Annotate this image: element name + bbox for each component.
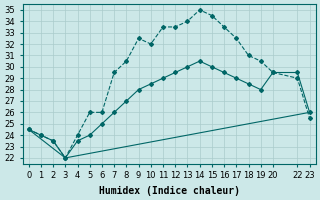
X-axis label: Humidex (Indice chaleur): Humidex (Indice chaleur) (99, 186, 240, 196)
